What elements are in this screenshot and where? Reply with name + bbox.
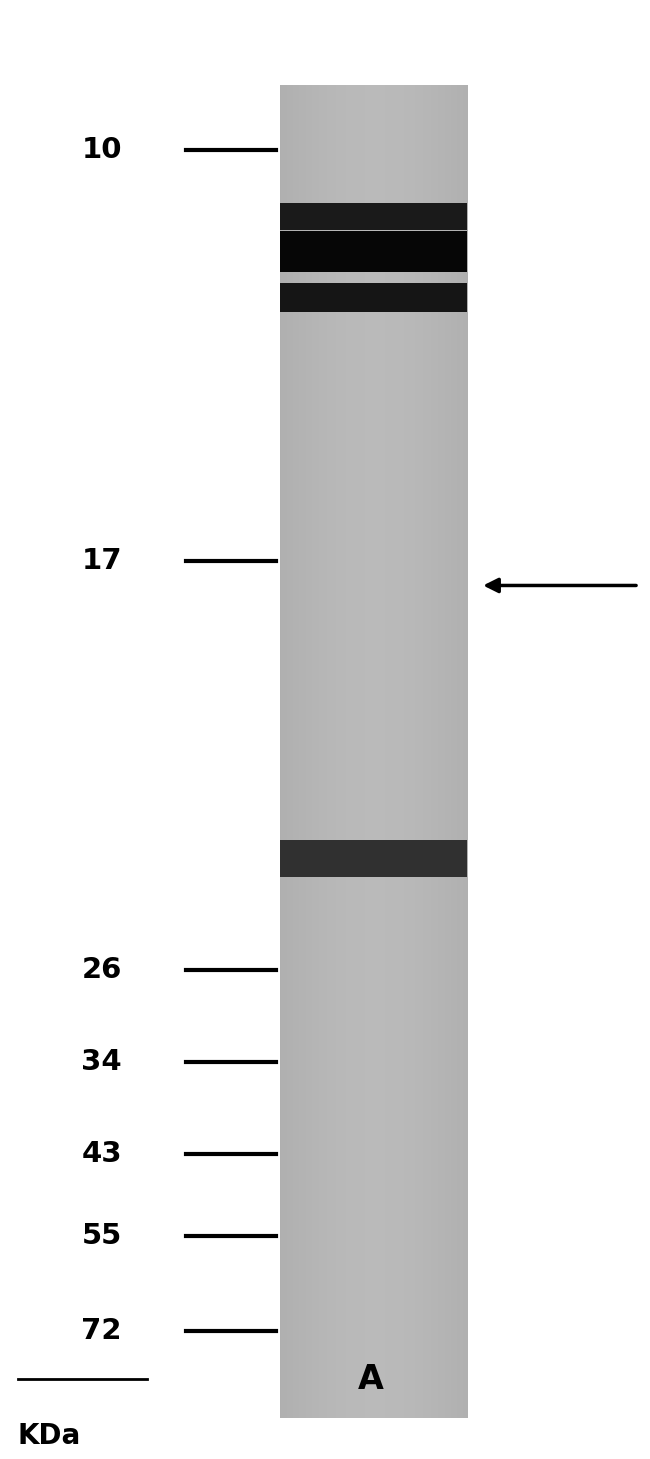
Bar [280, 231, 467, 271]
Bar [280, 840, 467, 877]
Text: 26: 26 [81, 957, 122, 985]
Text: 72: 72 [81, 1317, 122, 1345]
Text: 10: 10 [81, 136, 122, 163]
Text: A: A [358, 1363, 384, 1396]
Text: 34: 34 [81, 1048, 122, 1077]
Text: 55: 55 [82, 1223, 122, 1250]
Text: 43: 43 [81, 1139, 122, 1167]
Text: 17: 17 [81, 547, 122, 575]
Text: KDa: KDa [18, 1423, 81, 1450]
Bar [280, 203, 467, 229]
Bar [280, 283, 467, 312]
